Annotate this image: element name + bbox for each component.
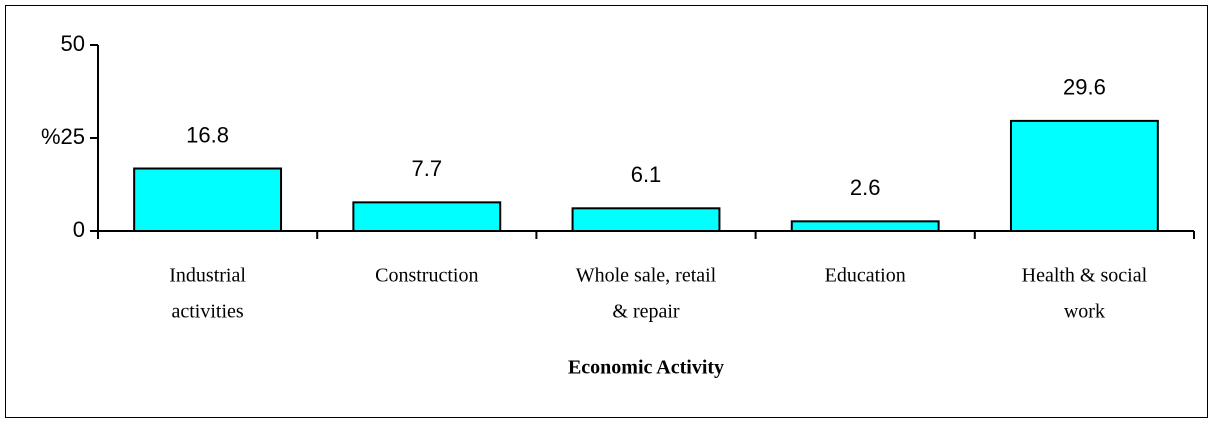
x-tick-label: Construction (375, 265, 478, 287)
bar (352, 201, 502, 233)
x-tick-label: work (1064, 301, 1105, 323)
value-label: 29.6 (1063, 75, 1106, 100)
value-label: 7.7 (412, 156, 443, 181)
x-tick-label: Whole sale, retail (576, 265, 717, 287)
x-tick-label: Health & social (1022, 265, 1148, 287)
y-tick-label: 0 (73, 217, 85, 242)
x-tick-label: activities (171, 301, 243, 323)
y-tick-label: 50 (61, 31, 85, 56)
y-tick-label: %25 (41, 124, 85, 149)
bar (1009, 119, 1159, 232)
bar (790, 220, 940, 233)
bar (571, 207, 721, 232)
x-axis-title: Economic Activity (568, 357, 724, 379)
value-label: 2.6 (850, 175, 881, 200)
bar (133, 167, 283, 232)
x-tick-label: Industrial (169, 265, 246, 287)
value-label: 6.1 (631, 162, 662, 187)
x-tick-label: & repair (612, 301, 680, 323)
value-label: 16.8 (186, 122, 229, 147)
x-tick-label: Education (825, 265, 906, 287)
